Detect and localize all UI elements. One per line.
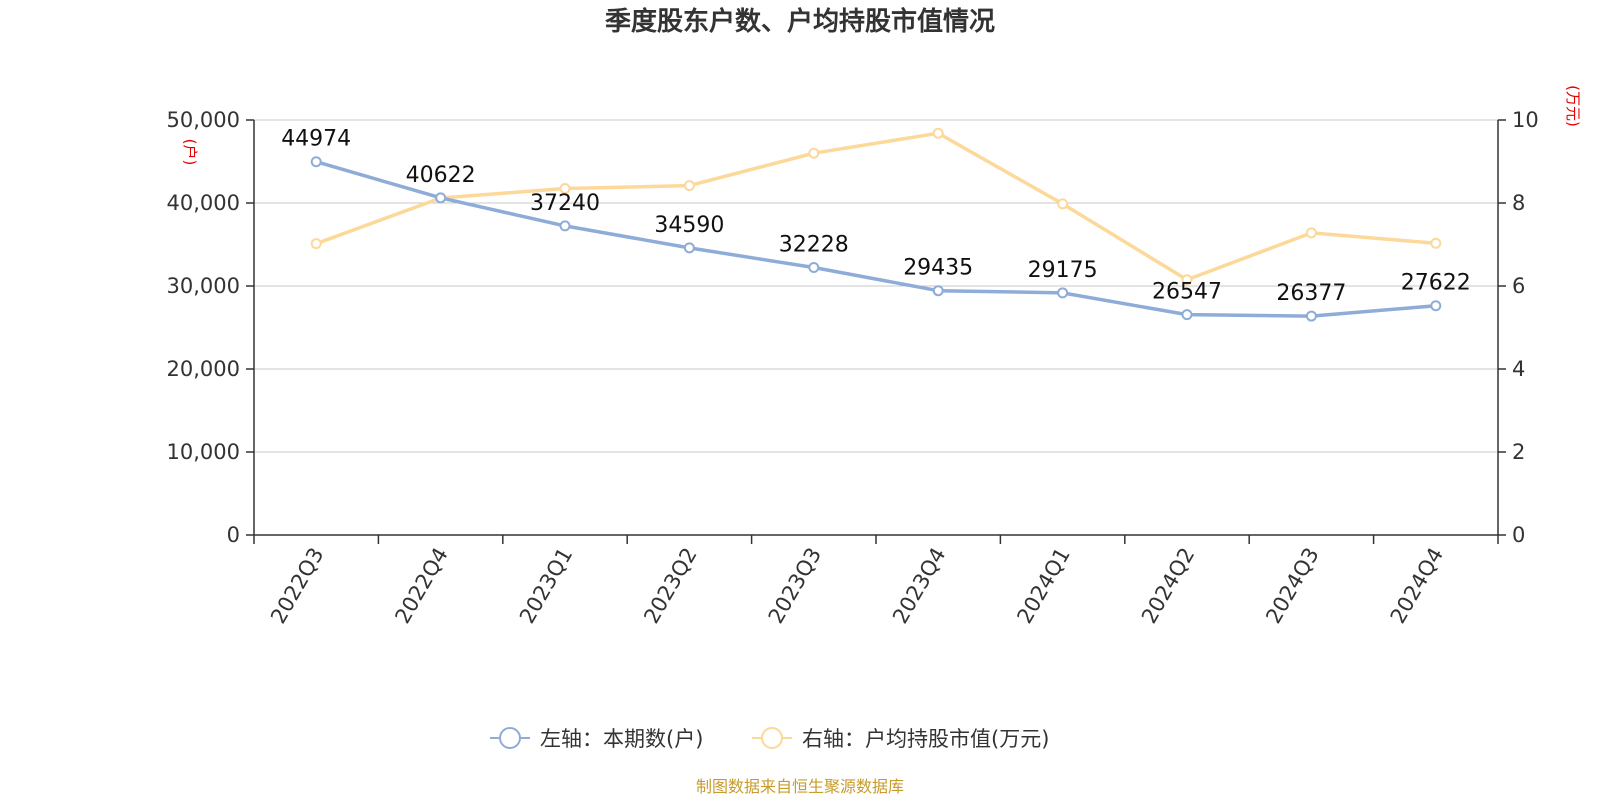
x-axis-tick-label: 2024Q3 [1261,544,1323,628]
legend-label-right: 右轴：户均持股市值(万元) [802,727,1049,751]
series-line-left [314,159,1438,318]
legend-item-left-series[interactable]: 左轴：本期数(户) [490,727,703,751]
right-axis-tick-label: 2 [1512,440,1525,464]
chart-title: 季度股东户数、户均持股市值情况 [605,6,995,37]
left-axis-tick-label: 20,000 [167,357,240,381]
data-label: 26377 [1276,281,1346,306]
right-axis-tick-label: 10 [1512,108,1539,132]
x-axis-tick-label: 2023Q1 [515,544,577,628]
left-axis: 0 10,000 20,000 30,000 40,000 50,000 [167,108,255,547]
right-axis: 0 2 4 6 8 10 [1497,108,1539,547]
series-point-right [808,147,820,159]
x-axis-tick-label: 2023Q2 [639,544,701,628]
x-axis-tick-label: 2024Q4 [1386,544,1448,628]
left-axis-tick-label: 10,000 [167,440,240,464]
series-point-right [1181,274,1193,286]
data-labels: 44974 40622 37240 34590 32228 29435 29175 26547… [281,127,1471,306]
x-axis: 2022Q3 2022Q4 2023Q1 2023Q2 2023Q3 2023Q4 2024… [253,534,1499,628]
right-axis-tick-label: 6 [1512,274,1525,298]
data-label: 44974 [281,127,351,152]
left-axis-unit: (户) [181,139,199,166]
series-point-right [932,127,944,139]
series-point-right [1057,198,1069,210]
legend-marker-right [761,727,783,749]
series-line-right [314,131,1438,282]
data-label: 27622 [1401,271,1471,296]
series-point-left [559,220,571,232]
legend[interactable]: 左轴：本期数(户) 右轴：户均持股市值(万元) [490,727,1049,751]
data-label: 32228 [779,233,849,258]
series-point-right [683,180,695,192]
series-point-left [1305,310,1317,322]
series-point-left [435,192,447,204]
series-point-right [1305,227,1317,239]
series-point-right [1430,237,1442,249]
data-label: 34590 [654,213,724,238]
x-axis-tick-label: 2022Q3 [266,544,328,628]
left-axis-tick-label: 50,000 [167,108,240,132]
series-point-right [310,238,322,250]
series-point-left [1057,287,1069,299]
right-axis-tick-label: 4 [1512,357,1525,381]
series-point-right [559,182,571,194]
series-point-left [683,242,695,254]
source-note: 制图数据来自恒生聚源数据库 [696,777,904,796]
legend-marker-left [499,727,521,749]
data-label: 37240 [530,191,600,216]
x-axis-tick-label: 2024Q2 [1137,544,1199,628]
x-axis-tick-label: 2022Q4 [390,544,452,628]
legend-item-right-series[interactable]: 右轴：户均持股市值(万元) [752,727,1049,751]
data-label: 26547 [1152,280,1222,305]
right-axis-unit: (万元) [1564,85,1582,127]
data-label: 40622 [406,163,476,188]
data-label: 29175 [1028,258,1098,283]
x-axis-tick-label: 2024Q1 [1012,544,1074,628]
series-point-left [310,156,322,168]
x-axis-tick-label: 2023Q4 [888,543,950,627]
series-point-left [808,262,820,274]
series-lines [310,127,1442,322]
right-axis-tick-label: 0 [1512,523,1525,547]
left-axis-tick-label: 40,000 [167,191,240,215]
left-axis-tick-label: 30,000 [167,274,240,298]
left-axis-tick-label: 0 [227,523,240,547]
data-label: 29435 [903,256,973,281]
right-axis-tick-label: 8 [1512,191,1525,215]
series-point-left [1430,300,1442,312]
series-point-left [1181,309,1193,321]
legend-label-left: 左轴：本期数(户) [540,727,703,751]
x-axis-tick-label: 2023Q3 [764,544,826,628]
series-point-left [932,285,944,297]
